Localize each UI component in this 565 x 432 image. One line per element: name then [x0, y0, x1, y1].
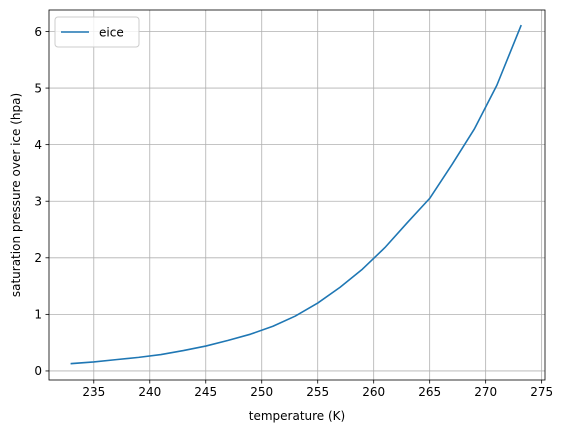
- x-tick-label: 255: [306, 385, 329, 399]
- x-tick-label: 270: [474, 385, 497, 399]
- y-tick-label: 2: [34, 251, 42, 265]
- x-tick-label: 250: [250, 385, 273, 399]
- y-tick-label: 0: [34, 364, 42, 378]
- x-tick-label: 245: [194, 385, 217, 399]
- x-tick-label: 275: [530, 385, 553, 399]
- x-tick-label: 240: [138, 385, 161, 399]
- axes-frame: [48, 9, 546, 381]
- series-line-eice: [70, 24, 522, 365]
- grid: [49, 10, 545, 380]
- legend-box: [54, 16, 140, 48]
- legend-entry-eice: eice: [99, 26, 124, 40]
- x-tick-label: 235: [82, 385, 105, 399]
- y-tick-label: 6: [34, 25, 42, 39]
- legend: eice: [54, 16, 140, 48]
- series-layer: [70, 24, 522, 365]
- x-axis: 235 240 245 250 255 260 265 270 275: [82, 380, 553, 399]
- x-axis-label: temperature (K): [249, 409, 345, 423]
- y-tick-label: 5: [34, 81, 42, 95]
- x-tick-label: 265: [418, 385, 441, 399]
- y-tick-label: 4: [34, 138, 42, 152]
- y-tick-label: 3: [34, 195, 42, 209]
- y-axis: 0 1 2 3 4 5 6: [34, 25, 49, 378]
- x-tick-label: 260: [362, 385, 385, 399]
- y-tick-label: 1: [34, 308, 42, 322]
- y-axis-label: saturation pressure over ice (hpa): [9, 93, 23, 297]
